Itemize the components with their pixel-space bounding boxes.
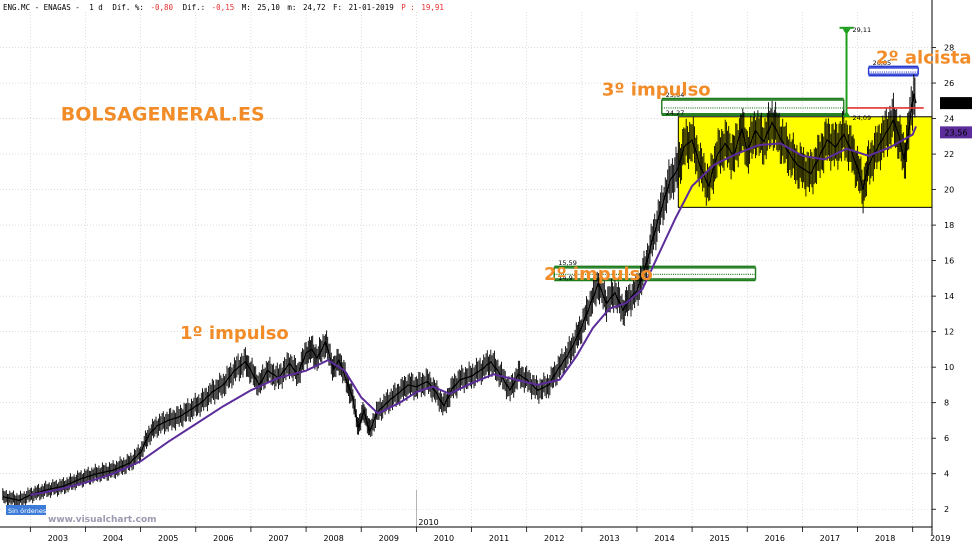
status-badge[interactable]: Sin órdenes (6, 505, 47, 515)
header-dif-label: Dif.: (183, 3, 206, 12)
target-label-top: 29,11 (853, 26, 872, 34)
brand-label: BOLSAGENERAL.ES (61, 103, 265, 125)
x-tick-label: 2003 (48, 534, 68, 543)
watermark: www.visualchart.com (48, 515, 157, 525)
annotation-label: 1º impulso (180, 323, 289, 344)
zone-label-top: 15,59 (558, 259, 577, 267)
header-period: 1 d (89, 3, 103, 12)
moving-average-series (30, 126, 917, 496)
target-arrow-top (842, 28, 851, 35)
x-tick-label: 2012 (544, 534, 564, 543)
y-tick-label: 26 (944, 79, 954, 88)
y-tick-label: 18 (944, 221, 954, 230)
header-dif-pct-label: Dif. %: (112, 3, 144, 12)
x-tick-label: 2015 (710, 534, 730, 543)
y-tick-label: 6 (944, 434, 949, 443)
chart-header: ENG.MC - ENAGAS - 1 d Dif. %: -0,80 Dif.… (3, 3, 444, 12)
annotations-layer: 1º impulso 2º impulso 3º impulso 2º alcista… (61, 48, 972, 344)
zone-1: 25,04 24,27 (661, 91, 845, 117)
header-symbol: ENG.MC - ENAGAS - (3, 3, 80, 12)
header-max-label: M: (242, 3, 251, 12)
annotation-label: 3º impulso (602, 79, 711, 100)
price-bars (2, 74, 916, 508)
zone-label-top: 26,85 (873, 59, 892, 67)
ma-price-label: 23,56 (945, 128, 968, 137)
grid (0, 12, 932, 527)
y-tick-label: 8 (944, 399, 949, 408)
zone-rect (661, 99, 845, 115)
header-p-value: 19,91 (421, 3, 444, 12)
zone-label-bottom: 24,27 (666, 109, 685, 117)
y-tick-label: 10 (944, 363, 954, 372)
x-tick-label: 2009 (379, 534, 399, 543)
zone-0: 15,59 14,97 (553, 259, 757, 282)
x-tick-label: 2010 (434, 534, 454, 543)
x-tick-label: 2013 (599, 534, 619, 543)
y-tick-label: 4 (944, 470, 949, 479)
x-tick-label: 2017 (820, 534, 840, 543)
x-tick-label: 2004 (103, 534, 123, 543)
status-badge-label: Sin órdenes (8, 507, 47, 515)
y-tick-label: 14 (944, 292, 954, 301)
x-tick-label: 2016 (765, 534, 785, 543)
zone-label-top: 25,04 (666, 91, 685, 99)
ma-price-tag (940, 126, 972, 139)
header-dif-pct-value: -0,80 (150, 3, 173, 12)
header-p-label: P : (401, 3, 415, 12)
header-date-label: F: (333, 3, 342, 12)
x-tick-label: 2019 (930, 534, 950, 543)
y-tick-label: 16 (944, 257, 954, 266)
zones-layer: 15,59 14,97 25,04 24,27 26,85 (553, 59, 919, 282)
x-tick-label: 2011 (489, 534, 509, 543)
last-price-tag (940, 97, 972, 110)
header-max-value: 25,10 (257, 3, 280, 12)
target-label-bottom: 24,09 (853, 114, 872, 122)
annotation-label: 2º impulso (544, 264, 653, 285)
y-tick-label: 12 (944, 328, 954, 337)
zone-label-bottom: 14,97 (558, 274, 577, 282)
price-series (2, 74, 917, 508)
x-tick-label: 2006 (213, 534, 233, 543)
header-date-value: 21-01-2019 (349, 3, 394, 12)
x-tick-label: 2005 (158, 534, 178, 543)
x-divider-label: 2010 (418, 518, 438, 527)
header-min-label: m: (287, 3, 296, 12)
header-dif-value: -0,15 (212, 3, 235, 12)
x-tick-label: 2018 (875, 534, 895, 543)
y-tick-label: 22 (944, 150, 954, 159)
y-tick-label: 20 (944, 186, 954, 195)
zone-rect (553, 267, 757, 280)
target-arrow-bottom (842, 110, 851, 117)
zone-rect (867, 67, 919, 75)
y-tick-label: 2 (944, 505, 949, 514)
last-price-label: 24,87 (945, 99, 968, 108)
y-tick-label: 24 (944, 115, 954, 124)
x-tick-label: 2008 (323, 534, 343, 543)
x-tick-label: 2007 (268, 534, 288, 543)
x-tick-label: 2014 (654, 534, 674, 543)
y-tick-label: 28 (944, 44, 954, 53)
drawing-tools-layer: 29,11 24,09 (839, 26, 924, 122)
zone-2: 26,85 (867, 59, 919, 77)
header-min-value: 24,72 (303, 3, 326, 12)
moving-average-line (30, 126, 917, 496)
annotation-label: 2º alcista (876, 48, 972, 69)
